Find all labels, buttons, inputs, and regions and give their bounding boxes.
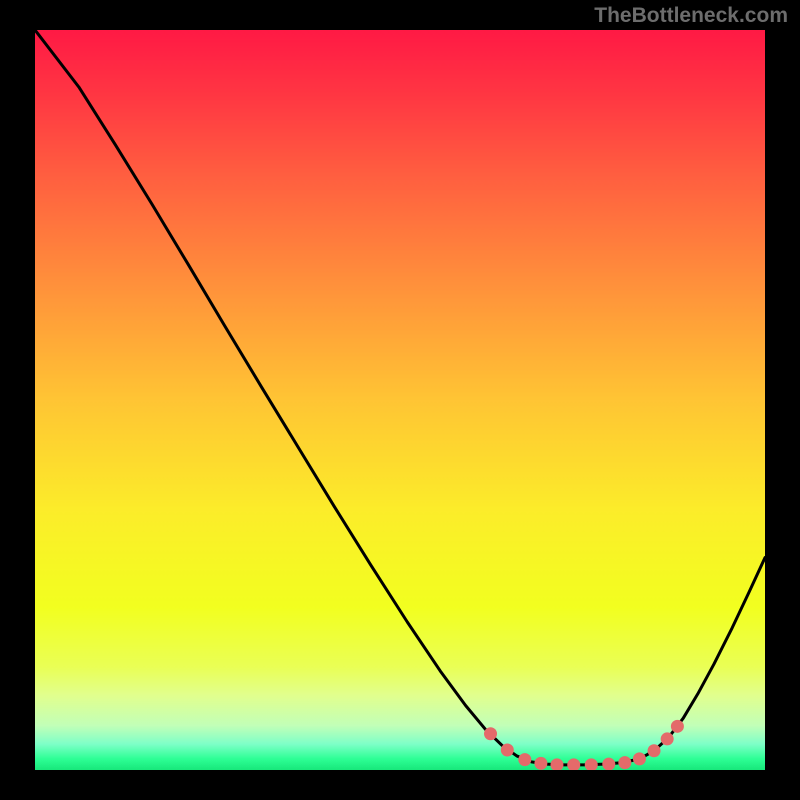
- chart-plot-area: [35, 30, 765, 770]
- chart-container: TheBottleneck.com: [0, 0, 800, 800]
- gradient-background: [35, 30, 765, 770]
- watermark-text: TheBottleneck.com: [594, 4, 788, 28]
